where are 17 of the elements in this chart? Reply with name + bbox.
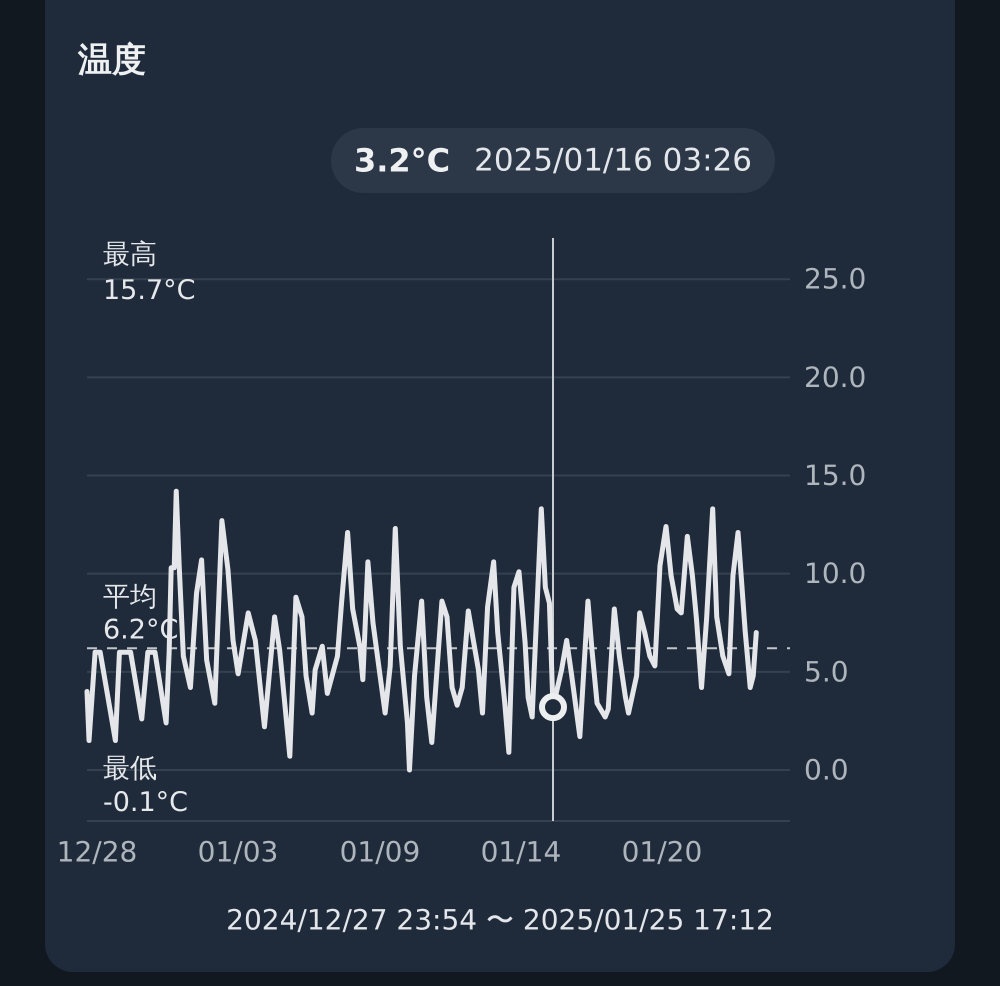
x-tick-label: 12/28	[56, 836, 138, 868]
x-tick-label: 01/20	[622, 836, 702, 868]
tooltip-text: 2025/01/16 03:26	[474, 142, 752, 178]
x-tick-label: 01/03	[198, 836, 278, 868]
y-tick-label: 15.0	[804, 459, 866, 492]
x-tick-label: 01/14	[480, 836, 562, 868]
y-tick-label: 25.0	[804, 262, 866, 296]
annotation: 2024/12/27 23:54 〜 2025/01/25 17:12	[226, 904, 774, 936]
title: 温度	[78, 40, 146, 80]
tooltip-text: 3.2°C	[354, 142, 450, 180]
annotation: 最低 -0.1°C	[103, 752, 188, 818]
y-tick-label: 0.0	[804, 753, 849, 786]
x-tick-label: 01/09	[340, 836, 420, 868]
y-tick-label: 20.0	[804, 360, 866, 394]
annotation: 最高 15.7°C	[103, 238, 196, 306]
y-tick-label: 5.0	[804, 655, 849, 688]
y-tick-label: 10.0	[804, 557, 866, 590]
